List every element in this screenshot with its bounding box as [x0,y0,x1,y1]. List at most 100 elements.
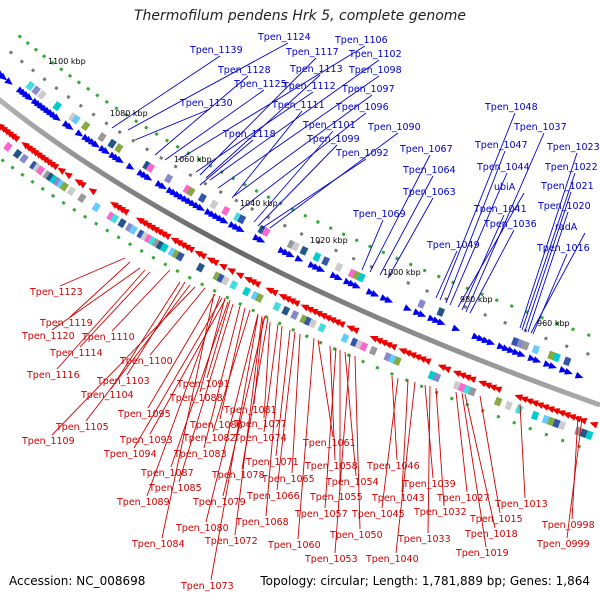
reverse-gene-label[interactable]: Tpen_1104 [80,390,134,401]
reverse-gene-label[interactable]: Tpen_1114 [49,348,103,359]
reverse-gene-label[interactable]: Tpen_1083 [173,449,227,460]
reverse-gene-label[interactable]: Tpen_0999 [536,539,590,550]
reverse-gene-label[interactable]: Tpen_1065 [261,474,315,485]
reverse-gene-label[interactable]: Tpen_1110 [81,332,135,343]
reverse-gene-label[interactable]: Tpen_1040 [365,554,419,565]
reverse-gene-label[interactable]: Tpen_1039 [402,479,456,490]
track-tick-mark [540,315,544,320]
reverse-gene-label[interactable]: Tpen_1093 [119,435,173,446]
reverse-gene-label[interactable]: Tpen_1050 [329,530,383,541]
track-tick-mark [40,186,45,191]
reverse-gene-label[interactable]: Tpen_1116 [26,370,80,381]
reverse-gene-label[interactable]: Tpen_0998 [541,520,595,531]
reverse-gene-label[interactable]: Tpen_1123 [29,287,83,298]
reverse-gene-label[interactable]: Tpen_1080 [175,523,229,534]
forward-gene-label[interactable]: Tpen_1101 [302,120,356,131]
forward-gene-label[interactable]: ubiA [494,182,516,193]
reverse-gene-label[interactable]: Tpen_1058 [304,461,358,472]
forward-gene-label[interactable]: Tpen_1124 [257,32,311,43]
forward-gene-label[interactable]: Tpen_1023 [546,142,600,153]
reverse-gene-label[interactable]: Tpen_1086 [189,420,243,431]
reverse-gene-label[interactable]: Tpen_1060 [267,540,321,551]
forward-gene-label[interactable]: Tpen_1063 [402,187,456,198]
reverse-gene-label[interactable]: Tpen_1061 [302,438,356,449]
reverse-gene-label[interactable]: Tpen_1084 [131,539,185,550]
forward-gene-label[interactable]: Tpen_1139 [189,45,243,56]
reverse-gene-label[interactable]: Tpen_1078 [211,470,265,481]
reverse-gene-label[interactable]: Tpen_1095 [117,409,171,420]
forward-gene-label[interactable]: Tpen_1125 [233,79,287,90]
reverse-gene-label[interactable]: Tpen_1094 [103,449,157,460]
reverse-gene-label[interactable]: Tpen_1072 [204,536,258,547]
reverse-gene-label[interactable]: Tpen_1077 [233,419,287,430]
reverse-gene-label[interactable]: Tpen_1119 [39,318,93,329]
reverse-gene-arrow [398,348,408,355]
reverse-gene-label[interactable]: Tpen_1081 [223,405,277,416]
forward-gene-label[interactable]: Tpen_1016 [536,243,590,254]
forward-gene-label[interactable]: Tpen_1037 [513,122,567,133]
reverse-gene-label[interactable]: Tpen_1091 [176,379,230,390]
reverse-gene-label[interactable]: Tpen_1074 [233,433,287,444]
forward-gene-label[interactable]: Tpen_1067 [399,144,453,155]
forward-gene-label[interactable]: Tpen_1113 [289,64,343,75]
reverse-gene-label[interactable]: Tpen_1018 [464,529,518,540]
reverse-gene-label[interactable]: Tpen_1079 [192,497,246,508]
reverse-gene-label[interactable]: Tpen_1071 [245,457,299,468]
forward-gene-label[interactable]: Tpen_1020 [537,201,591,212]
reverse-gene-label[interactable]: Tpen_1100 [119,356,173,367]
forward-gene-label[interactable]: Tpen_1130 [179,98,233,109]
reverse-gene-label[interactable]: Tpen_1120 [21,331,75,342]
forward-gene-label[interactable]: Tpen_1117 [285,47,339,58]
reverse-gene-label[interactable]: Tpen_1033 [397,534,451,545]
forward-gene-label[interactable]: Tpen_1098 [348,65,402,76]
forward-gene-label[interactable]: Tpen_1128 [217,65,271,76]
reverse-gene-arrow [74,178,84,187]
reverse-gene-label[interactable]: Tpen_1085 [148,483,202,494]
reverse-gene-label[interactable]: Tpen_1089 [116,497,170,508]
forward-gene-label[interactable]: Tpen_1047 [474,140,528,151]
reverse-gene-label[interactable]: Tpen_1088 [169,393,223,404]
forward-gene-label[interactable]: Tpen_1041 [473,204,527,215]
reverse-gene-label[interactable]: Tpen_1109 [21,436,75,447]
forward-gene-label[interactable]: Tpen_1090 [367,122,421,133]
reverse-gene-label[interactable]: Tpen_1068 [235,517,289,528]
reverse-gene-label[interactable]: Tpen_1046 [366,461,420,472]
forward-gene-label[interactable]: Tpen_1036 [483,219,537,230]
forward-gene-label[interactable]: Tpen_1092 [335,148,389,159]
forward-gene-label[interactable]: Tpen_1099 [306,134,360,145]
forward-gene-label[interactable]: Tpen_1106 [334,35,388,46]
forward-gene-label[interactable]: Tpen_1102 [348,49,402,60]
forward-gene-label[interactable]: Tpen_1111 [271,100,325,111]
reverse-gene-label[interactable]: Tpen_1082 [182,433,236,444]
reverse-gene-label[interactable]: Tpen_1032 [413,507,467,518]
reverse-gene-label[interactable]: Tpen_1013 [494,499,548,510]
reverse-gene-label[interactable]: Tpen_1103 [96,376,150,387]
forward-gene-label[interactable]: Tpen_1064 [402,165,456,176]
forward-gene-label[interactable]: Tpen_1096 [335,102,389,113]
reverse-gene-label[interactable]: Tpen_1043 [371,493,425,504]
reverse-gene-arrow [198,252,208,260]
reverse-gene-label[interactable]: Tpen_1045 [351,509,405,520]
forward-gene-label[interactable]: Tpen_1097 [341,84,395,95]
forward-gene-label[interactable]: radA [555,222,578,233]
reverse-gene-label[interactable]: Tpen_1027 [436,493,490,504]
forward-gene-label[interactable]: Tpen_1048 [484,102,538,113]
forward-gene-label[interactable]: Tpen_1069 [352,209,406,220]
forward-gene-label[interactable]: Tpen_1021 [540,181,594,192]
reverse-gene-label[interactable]: Tpen_1015 [469,514,523,525]
reverse-gene-label[interactable]: Tpen_1053 [304,554,358,565]
forward-gene-label[interactable]: Tpen_1112 [282,81,336,92]
reverse-connector-line [126,281,186,376]
reverse-gene-label[interactable]: Tpen_1054 [325,477,379,488]
reverse-gene-label[interactable]: Tpen_1057 [294,509,348,520]
reverse-gene-label[interactable]: Tpen_1055 [309,492,363,503]
reverse-gene-label[interactable]: Tpen_1087 [140,468,194,479]
forward-gene-label[interactable]: Tpen_1022 [544,162,598,173]
reverse-gene-label[interactable]: Tpen_1105 [55,422,109,433]
forward-gene-label[interactable]: Tpen_1044 [476,162,530,173]
forward-gene-label[interactable]: Tpen_1049 [426,240,480,251]
reverse-gene-label[interactable]: Tpen_1073 [180,581,234,592]
reverse-gene-label[interactable]: Tpen_1019 [455,548,509,559]
reverse-gene-label[interactable]: Tpen_1066 [246,491,300,502]
forward-gene-label[interactable]: Tpen_1118 [222,129,276,140]
